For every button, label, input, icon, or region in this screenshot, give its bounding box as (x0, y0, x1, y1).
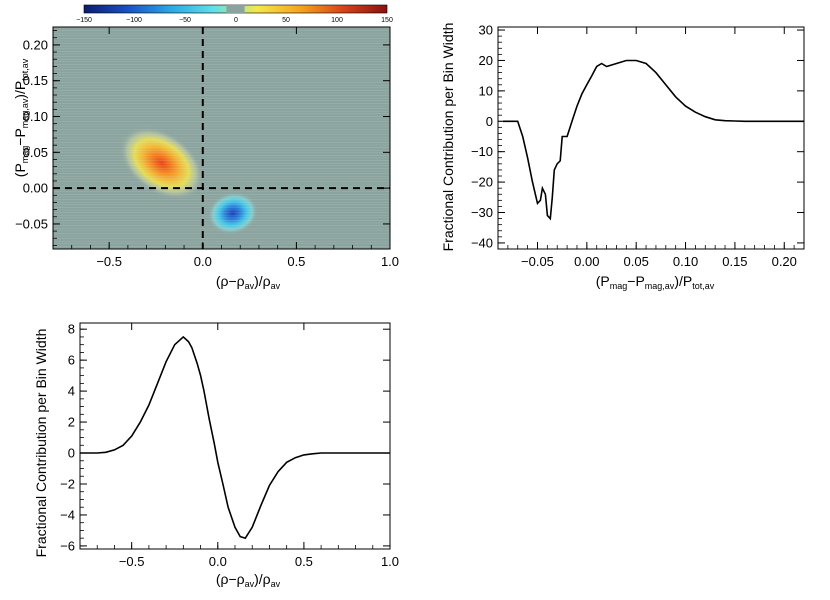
colorbar-tick-label: 0 (234, 17, 238, 24)
x-axis-label: (ρ−ρav)/ρav (216, 273, 281, 291)
y-tick-label: 0.20 (23, 37, 48, 52)
colorbar-tick-label: −50 (179, 17, 191, 24)
heatmap-scanlines (53, 27, 390, 249)
heatmap-panel: −150 −100 −50 0 50 100 150 −0.5 0.0 0.5 1.0… (12, 4, 399, 291)
y-tick-label: 6 (68, 353, 75, 368)
density-panel: −0.5 0.0 0.5 1.0 −6 −4 −2 0 2 4 6 8 (ρ−ρav)/ρav Fra… (33, 322, 399, 589)
x-tick-label: 0.00 (574, 254, 599, 269)
y-tick-label: 30 (479, 23, 493, 38)
y-axis-label: Fractional Contribution per Bin Width (440, 23, 456, 252)
x-tick-label: 0.05 (624, 254, 649, 269)
y-tick-label: 10 (479, 83, 493, 98)
x-tick-label: −0.5 (96, 254, 122, 269)
colorbar-zero-band (226, 5, 245, 13)
heatmap-density (119, 126, 258, 235)
x-tick-label: 0.10 (673, 254, 698, 269)
x-tick-label: 0.20 (772, 254, 797, 269)
plot-frame (497, 26, 805, 250)
y-axis-label: (Pmag−Pmag,av)/Ptot,av (12, 58, 30, 177)
x-tick-label: 1.0 (381, 554, 399, 569)
y-tick-label: −2 (60, 476, 75, 491)
series-line (80, 335, 390, 540)
y-tick-label: 0.15 (23, 73, 48, 88)
plot-frame (79, 322, 391, 550)
axis-ticks: −0.05 0.00 0.05 0.10 0.15 0.20 −40 −30 −20 −10 0 10… (471, 23, 804, 269)
y-tick-label: −10 (471, 144, 493, 159)
y-tick-label: 0.00 (23, 181, 48, 196)
colorbar-tick-label: 100 (331, 17, 343, 24)
colorbar-tick-label: 150 (381, 17, 393, 24)
y-tick-label: 0 (68, 446, 75, 461)
y-tick-label: −6 (60, 538, 75, 553)
y-tick-label: 0.05 (23, 145, 48, 160)
x-tick-label: 0.0 (209, 554, 227, 569)
positive-lobe (119, 126, 204, 200)
reference-lines (53, 27, 390, 249)
colorbar-tick-label: 50 (282, 17, 290, 24)
y-tick-label: 0 (486, 114, 493, 129)
y-axis-label: Fractional Contribution per Bin Width (33, 329, 49, 558)
x-tick-label: 0.15 (722, 254, 747, 269)
colorbar-ticks: −150 −100 −50 0 50 100 150 (76, 17, 393, 24)
x-tick-label: −0.5 (119, 554, 145, 569)
negative-lobe (207, 191, 258, 235)
colorbar-tick-label: −150 (76, 17, 92, 24)
y-tick-label: −40 (471, 235, 493, 250)
colorbar-tick-label: −100 (126, 17, 142, 24)
x-tick-label: −0.05 (521, 254, 554, 269)
colorbar (83, 4, 388, 14)
y-tick-label: −0.05 (15, 216, 48, 231)
y-tick-label: −20 (471, 175, 493, 190)
x-tick-label: 0.5 (295, 554, 313, 569)
series-line (502, 59, 804, 221)
x-axis-label: (Pmag−Pmag,av)/Ptot,av (596, 273, 715, 291)
y-tick-label: 8 (68, 322, 75, 337)
x-axis-label: (ρ−ρav)/ρav (216, 571, 281, 589)
x-tick-label: 0.5 (287, 254, 305, 269)
y-tick-label: 20 (479, 53, 493, 68)
axis-ticks: −0.5 0.0 0.5 1.0 −0.05 0.00 0.05 0.10 0.15 0.20 (15, 27, 399, 269)
magnetic-pressure-panel: −0.05 0.00 0.05 0.10 0.15 0.20 −40 −30 −20 −10 0 10… (440, 23, 805, 291)
axis-ticks: −0.5 0.0 0.5 1.0 −6 −4 −2 0 2 4 6 8 (60, 322, 399, 569)
x-tick-label: 0.0 (194, 254, 212, 269)
x-tick-label: 1.0 (381, 254, 399, 269)
y-tick-label: 4 (68, 384, 75, 399)
y-tick-label: −30 (471, 205, 493, 220)
y-tick-label: −4 (60, 507, 75, 522)
y-tick-label: 2 (68, 415, 75, 430)
y-tick-label: 0.10 (23, 109, 48, 124)
